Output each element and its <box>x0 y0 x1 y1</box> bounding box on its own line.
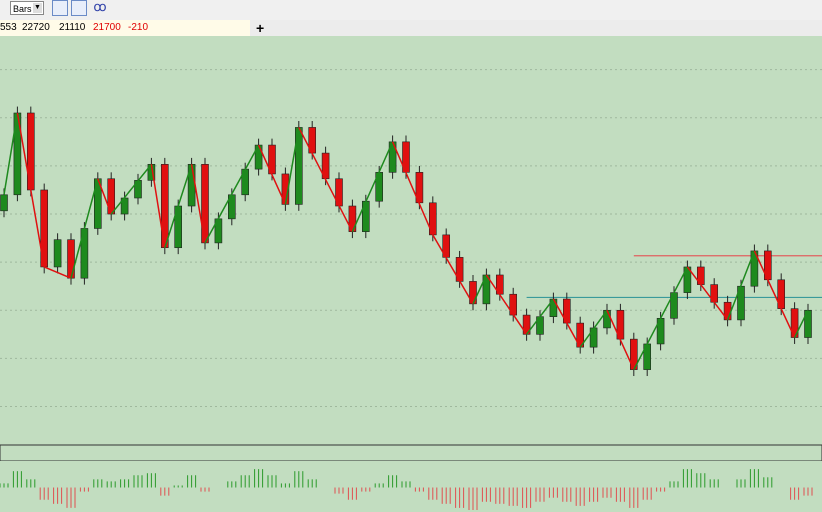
mode-select[interactable]: Bars ▼ <box>10 1 44 15</box>
zigzag-segment <box>97 178 112 215</box>
add-button[interactable]: + <box>256 20 265 36</box>
zigzag-segment <box>472 274 488 305</box>
zigzag-segment <box>150 164 166 248</box>
tool-button[interactable]: ꝏ <box>93 0 107 14</box>
zigzag-segment <box>485 274 528 335</box>
zigzag-segment <box>351 141 394 232</box>
tool-button[interactable] <box>71 0 87 16</box>
price-pane <box>0 36 822 445</box>
candle-body <box>67 239 75 279</box>
quote-bar: + 553 22720 21110 21700 -210 <box>0 20 822 36</box>
oscillator-pane <box>0 461 822 512</box>
mode-label: Bars <box>13 4 32 14</box>
candle-body <box>589 327 598 348</box>
zigzag-segment <box>552 298 581 348</box>
zigzag-segment <box>391 141 434 236</box>
candle-body <box>281 173 290 205</box>
candle-body <box>53 239 62 268</box>
quote-value: 553 <box>0 22 17 33</box>
zigzag-segment <box>526 298 554 335</box>
marks <box>0 69 822 510</box>
tool-button[interactable] <box>52 0 68 16</box>
quote-value: 22720 <box>22 22 50 33</box>
zigzag-segment <box>190 164 206 244</box>
zigzag-segment <box>3 112 19 195</box>
zigzag-segment <box>284 127 300 205</box>
quote-value: 21700 <box>93 22 121 33</box>
zigzag-segment <box>579 309 608 348</box>
date-strip <box>0 444 822 462</box>
zigzag-segment <box>110 163 152 215</box>
zigzag-segment <box>164 164 193 248</box>
zigzag-segment <box>793 309 809 338</box>
candle-body <box>522 314 531 335</box>
zigzag-segment <box>633 266 689 370</box>
zigzag-segment <box>298 127 354 233</box>
quote-value: -210 <box>128 22 149 33</box>
zigzag-segment <box>257 144 287 205</box>
toolbar: Bars ▼ ꝏ <box>0 0 822 20</box>
zigzag-segment <box>753 250 796 338</box>
quote-value: 21110 <box>59 22 86 33</box>
zigzag-segment <box>432 234 474 305</box>
zigzag-segment <box>686 266 729 321</box>
zigzag-segment <box>16 112 45 268</box>
zigzag-segment <box>70 178 99 279</box>
dropdown-arrow: ▼ <box>33 3 42 13</box>
candle-body <box>0 194 8 212</box>
zigzag-segment <box>204 144 260 244</box>
quote-strip <box>0 20 250 36</box>
zigzag-segment <box>726 250 756 321</box>
zigzag-segment <box>606 309 635 370</box>
zigzag-segment <box>43 266 72 279</box>
